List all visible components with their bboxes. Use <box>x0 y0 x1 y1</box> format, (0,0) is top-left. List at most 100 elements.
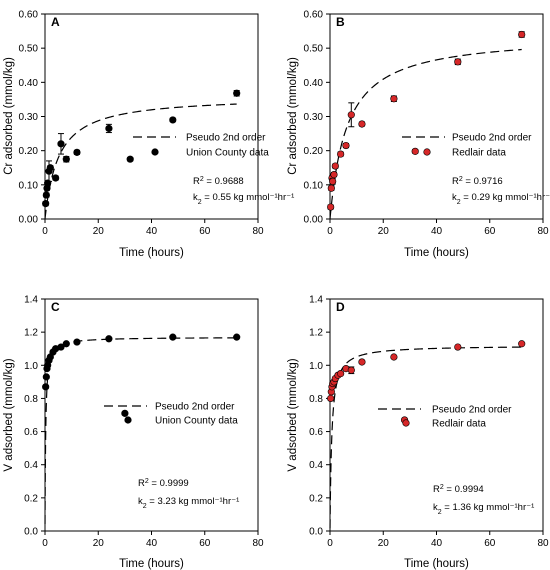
y-tick-label: 0.30 <box>19 112 39 123</box>
x-tick-label: 20 <box>378 538 390 549</box>
x-tick-label: 40 <box>431 226 443 237</box>
x-axis-label: Time (hours) <box>404 558 469 570</box>
data-point <box>233 333 241 341</box>
panel-letter: D <box>336 300 345 314</box>
k2-annotation: k2 = 3.23 kg mmol⁻¹hr⁻¹ <box>138 496 239 510</box>
y-tick-label: 0.2 <box>309 493 323 504</box>
data-point <box>233 89 241 97</box>
y-tick-label: 0.4 <box>309 460 323 471</box>
legend-data-marker <box>423 148 431 156</box>
chart-panel-c: 0 20 40 60 80 0.0 0.2 0.4 0.6 0.8 1.0 1.2 1.4 Time (h… <box>3 295 264 570</box>
data-point <box>337 150 345 158</box>
plot-frame <box>44 13 259 220</box>
legend-fit-label: Pseudo 2nd order <box>452 133 532 144</box>
legend-data-label: Redlair data <box>452 148 506 159</box>
k2-annotation: k2 = 1.36 kg mmol⁻¹hr⁻¹ <box>433 502 534 516</box>
x-tick-label: 80 <box>537 538 549 549</box>
data-point <box>327 394 335 403</box>
y-tick-label: 0.00 <box>304 215 324 226</box>
panel-letter: B <box>336 15 345 29</box>
x-tick-label: 60 <box>199 538 211 549</box>
x-axis-label: Time (hours) <box>404 247 469 259</box>
data-point <box>42 191 50 199</box>
data-point <box>42 373 50 381</box>
k2-annotation: k2 = 0.55 kg mmol⁻¹hr⁻¹ <box>193 192 294 206</box>
y-tick-label: 0.50 <box>19 44 39 55</box>
y-tick-label: 0.4 <box>24 460 38 471</box>
y-tick-label: 0.60 <box>304 10 324 21</box>
data-point <box>330 170 338 179</box>
x-tick-label: 20 <box>93 226 105 237</box>
data-point <box>327 184 335 192</box>
legend-fit-label: Pseudo 2nd order <box>186 133 266 144</box>
r-squared-annotation: R2 = 0.9688 <box>193 176 244 188</box>
data-point <box>42 383 50 391</box>
legend-data-marker <box>124 416 132 424</box>
x-tick-label: 60 <box>484 538 496 549</box>
data-point <box>518 340 526 348</box>
x-tick-label: 60 <box>199 226 211 237</box>
x-tick-label: 20 <box>378 226 390 237</box>
y-axis-label: Cr adsorbed (mmol/kg) <box>3 57 15 175</box>
data-point <box>52 174 60 182</box>
r-squared-annotation: R2 = 0.9994 <box>433 484 484 496</box>
y-tick-label: 0.60 <box>19 10 39 21</box>
y-tick-label: 0.00 <box>19 215 39 226</box>
fit-curve-line <box>329 346 522 529</box>
data-point <box>169 116 177 124</box>
chart-panel-d: 0 20 40 60 80 0.0 0.2 0.4 0.6 0.8 1.0 1.2 1.4 Time (h… <box>287 295 549 570</box>
x-tick-label: 20 <box>93 538 105 549</box>
y-tick-label: 0.20 <box>19 146 39 157</box>
y-axis-label: V adsorbed (mmol/kg) <box>3 358 15 471</box>
data-point <box>347 111 355 119</box>
y-tick-label: 1.2 <box>309 328 323 339</box>
data-point <box>62 340 70 348</box>
y-tick-label: 1.0 <box>309 361 323 372</box>
x-axis-label: Time (hours) <box>119 247 184 259</box>
y-tick-label: 0.6 <box>24 427 38 438</box>
data-point <box>46 164 54 172</box>
y-tick-label: 0.40 <box>304 78 324 89</box>
y-axis-label: V adsorbed (mmol/kg) <box>287 358 299 471</box>
data-point <box>105 124 113 133</box>
chart-panel-a: 0 20 40 60 80 0.00 0.10 0.20 0.30 0.40 0.50 0.60 Tim… <box>3 10 294 260</box>
y-tick-label: 0.30 <box>304 112 324 123</box>
legend-data-label: Redlair data <box>432 419 486 430</box>
y-tick-label: 0.8 <box>309 394 323 405</box>
data-point <box>42 200 50 208</box>
y-tick-label: 0.6 <box>309 427 323 438</box>
data-point <box>347 366 355 374</box>
x-tick-label: 40 <box>431 538 443 549</box>
data-point <box>331 162 339 170</box>
x-tick-label: 80 <box>252 538 264 549</box>
data-point <box>126 155 134 163</box>
data-point <box>121 409 129 417</box>
data-point <box>358 120 366 128</box>
y-axis-label: Cr adsorbed (mmol/kg) <box>287 57 299 175</box>
x-tick-label: 40 <box>146 538 158 549</box>
data-point <box>73 148 81 156</box>
x-tick-label: 80 <box>537 226 549 237</box>
fit-curve-line <box>44 337 237 524</box>
r-squared-annotation: R2 = 0.9999 <box>138 478 189 490</box>
x-tick-label: 0 <box>42 538 48 549</box>
y-tick-label: 0.50 <box>304 44 324 55</box>
x-tick-label: 0 <box>42 226 48 237</box>
data-point <box>454 58 462 66</box>
data-point <box>518 30 526 39</box>
x-tick-label: 80 <box>252 226 264 237</box>
data-point <box>62 155 70 163</box>
data-point <box>358 358 366 366</box>
x-tick-label: 0 <box>327 538 333 549</box>
legend-data-label: Union County data <box>155 416 238 427</box>
legend-data-marker <box>151 148 159 156</box>
y-tick-label: 0.10 <box>19 180 39 191</box>
panel-letter: A <box>51 15 60 29</box>
y-tick-label: 0.40 <box>19 78 39 89</box>
k2-annotation: k2 = 0.29 kg mmol⁻¹hr⁻¹ <box>452 192 550 206</box>
chart-panel-b: 0 20 40 60 80 0.00 0.10 0.20 0.30 0.40 0.50 0.60 Tim… <box>287 10 550 260</box>
data-point <box>329 177 337 186</box>
data-point <box>169 333 177 341</box>
data-point <box>337 369 345 378</box>
legend-data-marker <box>402 419 410 427</box>
